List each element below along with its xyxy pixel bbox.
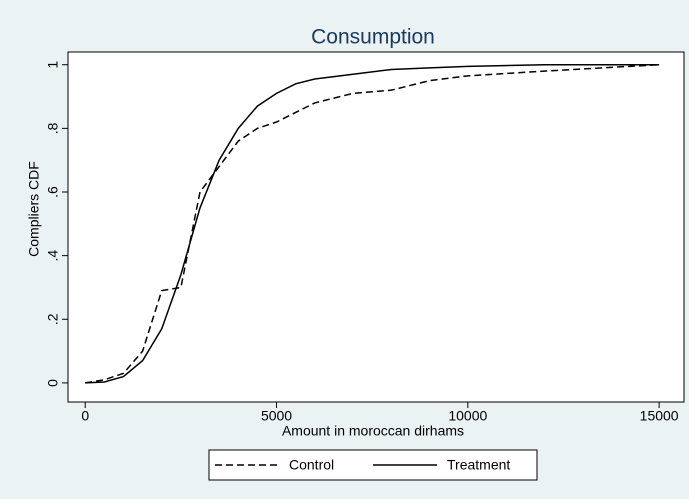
y-axis-label: Compliers CDF [26, 161, 42, 257]
series-line [85, 63, 660, 384]
x-tick-label: 0 [81, 408, 89, 424]
x-tick-label: 5000 [261, 408, 292, 424]
y-tick-label: 0 [45, 379, 61, 387]
y-tick-label: .4 [45, 250, 61, 262]
chart-title: Consumption [311, 26, 435, 49]
legend-label: Control [289, 457, 334, 473]
x-axis-label: Amount in moroccan dirhams [282, 423, 464, 439]
series-line [85, 63, 660, 384]
x-tick-label: 15000 [640, 408, 679, 424]
legend-label: Treatment [447, 457, 510, 473]
y-tick-label: 1 [45, 61, 61, 69]
plot-area [67, 51, 685, 403]
y-tick-label: .2 [45, 313, 61, 325]
x-tick-label: 10000 [448, 408, 487, 424]
y-tick-label: .8 [45, 122, 61, 134]
y-tick-label: .6 [45, 186, 61, 198]
